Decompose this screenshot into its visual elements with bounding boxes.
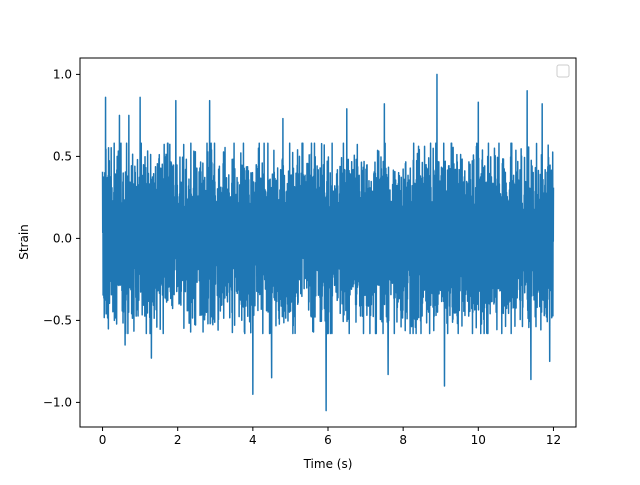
x-tick-label: 0: [99, 433, 107, 447]
x-axis: 0 2 4 6 8 10 12: [99, 427, 561, 447]
x-tick-label: 6: [324, 433, 332, 447]
x-tick-label: 12: [546, 433, 561, 447]
x-tick-label: 4: [249, 433, 257, 447]
strain-series-line: [101, 73, 555, 412]
x-tick-label: 8: [399, 433, 407, 447]
y-tick-label: −0.5: [43, 313, 72, 327]
y-tick-label: 1.0: [53, 67, 72, 81]
y-axis-label: Strain: [17, 224, 31, 260]
plot-area: [101, 73, 555, 412]
y-tick-label: 0.5: [53, 149, 72, 163]
x-tick-label: 10: [471, 433, 486, 447]
y-tick-label: −1.0: [43, 395, 72, 409]
legend-box: [556, 64, 570, 78]
y-axis: −1.0 −0.5 0.0 0.5 1.0: [43, 67, 80, 409]
x-tick-label: 2: [174, 433, 182, 447]
y-tick-label: 0.0: [53, 231, 72, 245]
x-axis-label: Time (s): [303, 457, 353, 471]
